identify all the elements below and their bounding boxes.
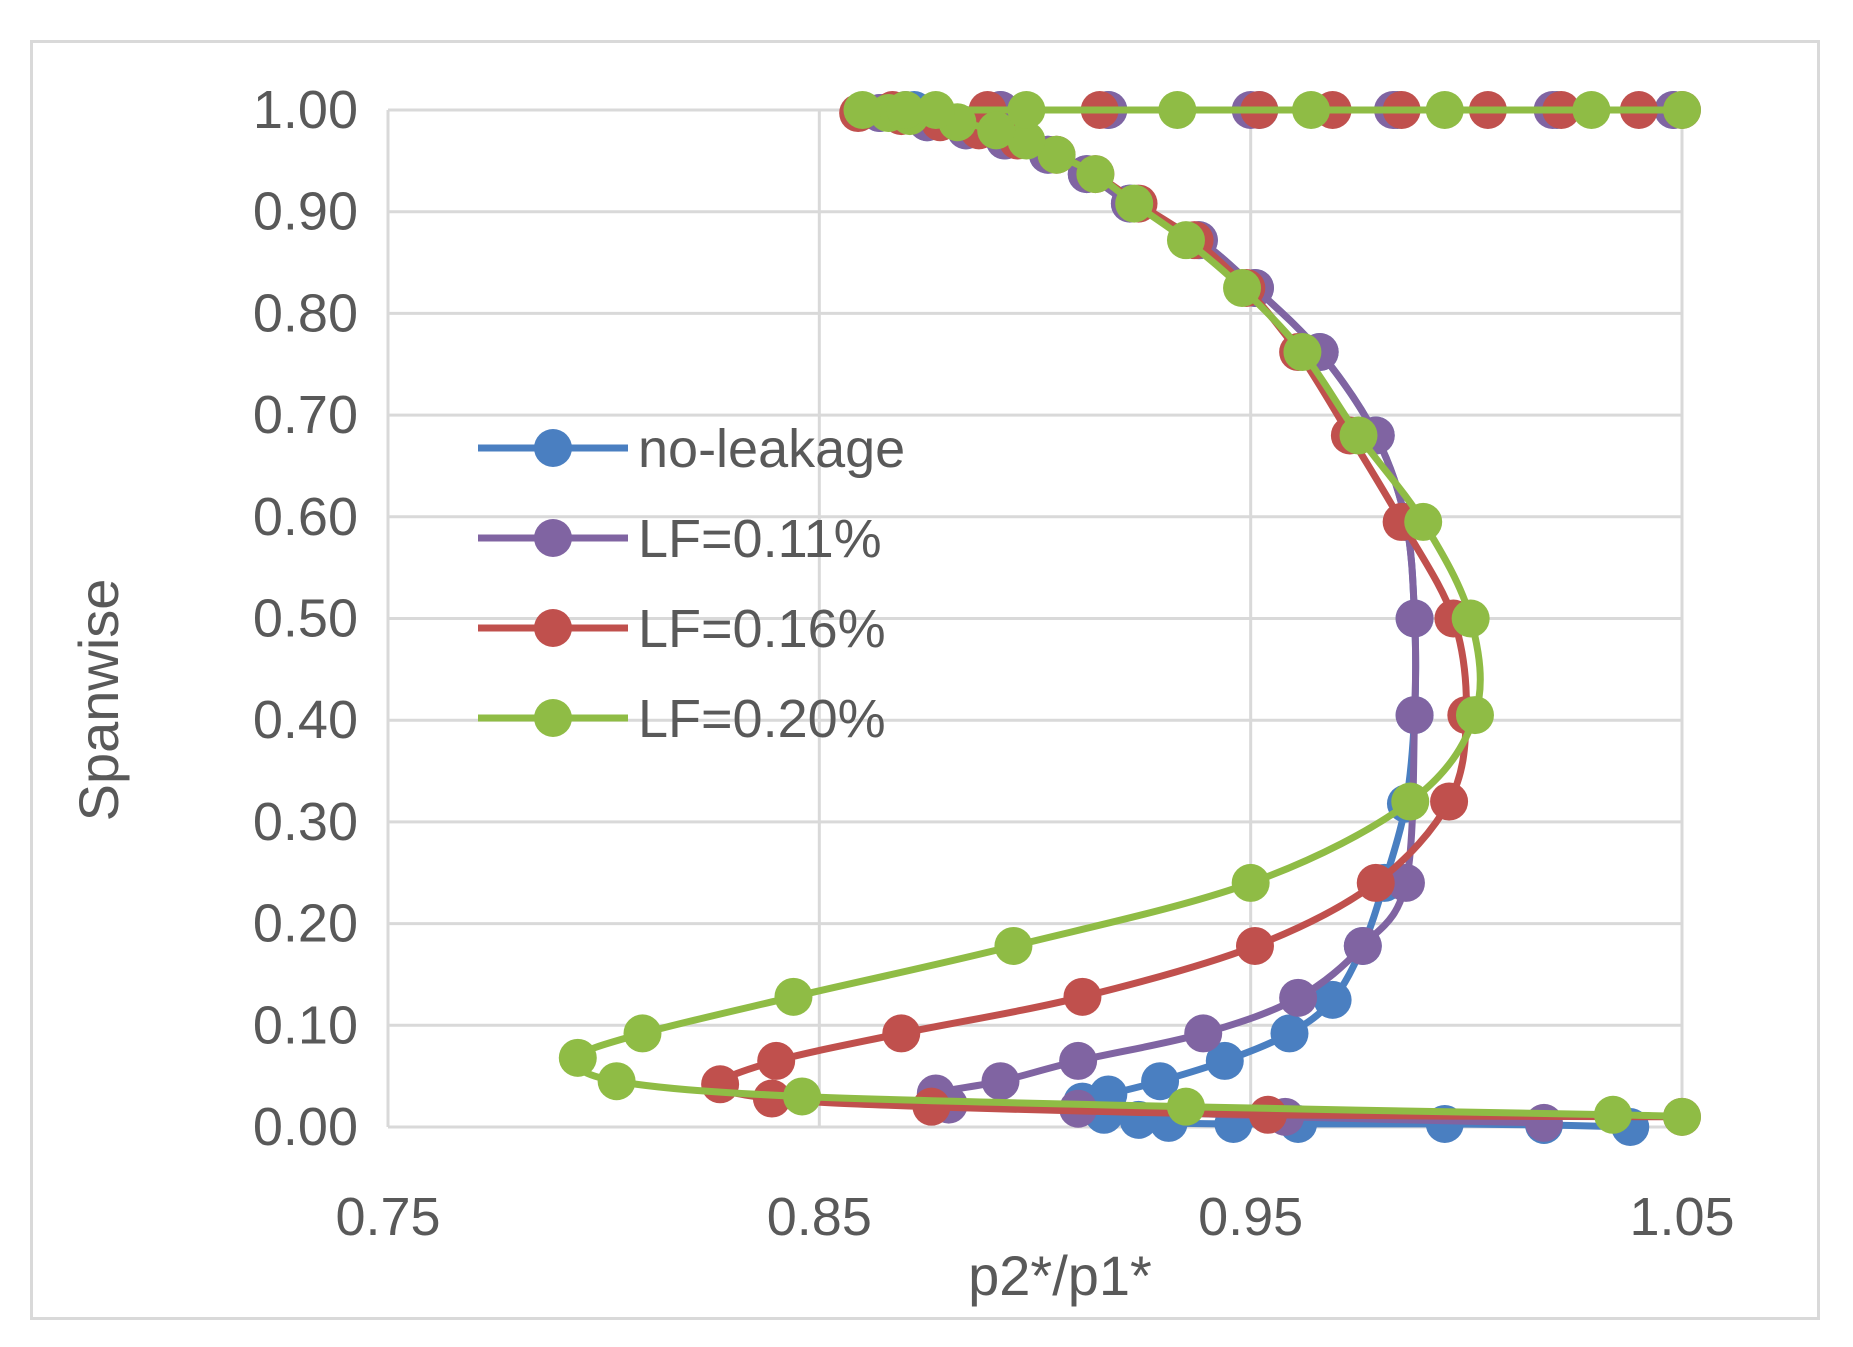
- x-tick-label: 1.05: [1629, 1187, 1734, 1247]
- data-point: [1235, 926, 1274, 965]
- legend-label: LF=0.11%: [638, 509, 882, 569]
- data-point: [1395, 696, 1434, 735]
- y-tick-label: 0.10: [253, 995, 358, 1055]
- y-tick-label: 0.40: [253, 690, 358, 750]
- x-tick-label: 0.95: [1198, 1187, 1303, 1247]
- legend-label: LF=0.16%: [638, 599, 886, 659]
- series-lf-0-11: [860, 91, 1693, 1142]
- data-point: [774, 977, 813, 1016]
- y-tick-label: 0.70: [253, 385, 358, 445]
- data-point: [1292, 91, 1331, 129]
- data-point: [1231, 863, 1270, 902]
- data-point: [1037, 135, 1076, 174]
- data-point: [1158, 91, 1197, 129]
- data-point: [1223, 268, 1262, 307]
- series-line: [875, 106, 1677, 1127]
- data-point: [994, 926, 1033, 965]
- data-point: [981, 1062, 1020, 1101]
- legend-item: no-leakage: [478, 419, 905, 479]
- y-tick-label: 0.60: [253, 487, 358, 547]
- data-point: [1524, 1103, 1563, 1142]
- data-point: [1166, 1087, 1205, 1126]
- x-axis-title: p2*/p1*: [968, 1244, 1152, 1307]
- data-point: [1356, 863, 1395, 902]
- data-point: [1339, 416, 1378, 455]
- y-axis-title: Spanwise: [67, 579, 130, 822]
- data-point: [1313, 980, 1352, 1019]
- data-point: [1270, 1014, 1309, 1053]
- data-point: [1166, 221, 1205, 260]
- data-point: [1063, 977, 1102, 1016]
- legend: no-leakage LF=0.11% LF=0.16% LF=0.20%: [478, 419, 905, 749]
- data-point: [1248, 1095, 1287, 1134]
- data-point: [1007, 91, 1046, 129]
- data-point: [882, 1014, 921, 1053]
- data-point: [1386, 863, 1425, 902]
- data-point: [1115, 184, 1154, 223]
- data-point: [1184, 1014, 1223, 1053]
- data-point: [1279, 978, 1318, 1017]
- legend-swatch-marker: [534, 519, 572, 557]
- data-point: [1007, 121, 1046, 160]
- y-axis-ticks: 0.00 0.10 0.20 0.30 0.40 0.50 0.60 0.70 0.80 0.90…: [253, 80, 358, 1157]
- y-tick-label: 0.00: [253, 1097, 358, 1157]
- data-point: [916, 91, 955, 129]
- data-point: [886, 91, 925, 129]
- data-point: [701, 1065, 740, 1104]
- x-tick-label: 0.75: [335, 1187, 440, 1247]
- data-point: [1663, 1097, 1701, 1136]
- y-tick-label: 0.90: [253, 182, 358, 242]
- legend-item: LF=0.20%: [478, 689, 886, 749]
- data-point: [843, 91, 882, 129]
- data-point: [1343, 926, 1382, 965]
- data-point: [1572, 91, 1611, 129]
- data-point: [1141, 1062, 1180, 1101]
- data-point: [1205, 1041, 1244, 1080]
- series-layer: [558, 91, 1701, 1146]
- legend-swatch-marker: [534, 429, 572, 467]
- data-point: [623, 1014, 662, 1053]
- data-point: [1455, 696, 1494, 735]
- legend-label: LF=0.20%: [638, 689, 886, 749]
- data-point: [757, 1041, 796, 1080]
- y-tick-label: 0.50: [253, 589, 358, 649]
- legend-label: no-leakage: [638, 419, 905, 479]
- data-point: [1059, 1041, 1098, 1080]
- x-axis-ticks: 0.75 0.85 0.95 1.05: [335, 1187, 1734, 1247]
- data-point: [1283, 333, 1322, 372]
- data-point: [1076, 155, 1115, 194]
- legend-item: LF=0.11%: [478, 509, 882, 569]
- data-point: [783, 1077, 822, 1116]
- data-point: [1430, 782, 1469, 821]
- y-tick-label: 0.20: [253, 894, 358, 954]
- data-point: [912, 1087, 951, 1126]
- legend-swatch-marker: [534, 699, 572, 737]
- x-tick-label: 0.85: [767, 1187, 872, 1247]
- y-tick-label: 0.80: [253, 283, 358, 343]
- legend-item: LF=0.16%: [478, 599, 886, 659]
- data-point: [1395, 599, 1434, 638]
- data-point: [1425, 91, 1464, 129]
- data-point: [558, 1038, 597, 1077]
- data-point: [977, 111, 1016, 150]
- data-point: [597, 1062, 636, 1101]
- data-point: [1593, 1095, 1632, 1134]
- y-tick-label: 1.00: [253, 80, 358, 140]
- y-tick-label: 0.30: [253, 792, 358, 852]
- legend-swatch-marker: [534, 609, 572, 647]
- data-point: [1404, 502, 1443, 541]
- series-lf-0-20: [558, 91, 1701, 1136]
- data-point: [1391, 782, 1430, 821]
- data-point: [1663, 91, 1701, 129]
- data-point: [1451, 599, 1490, 638]
